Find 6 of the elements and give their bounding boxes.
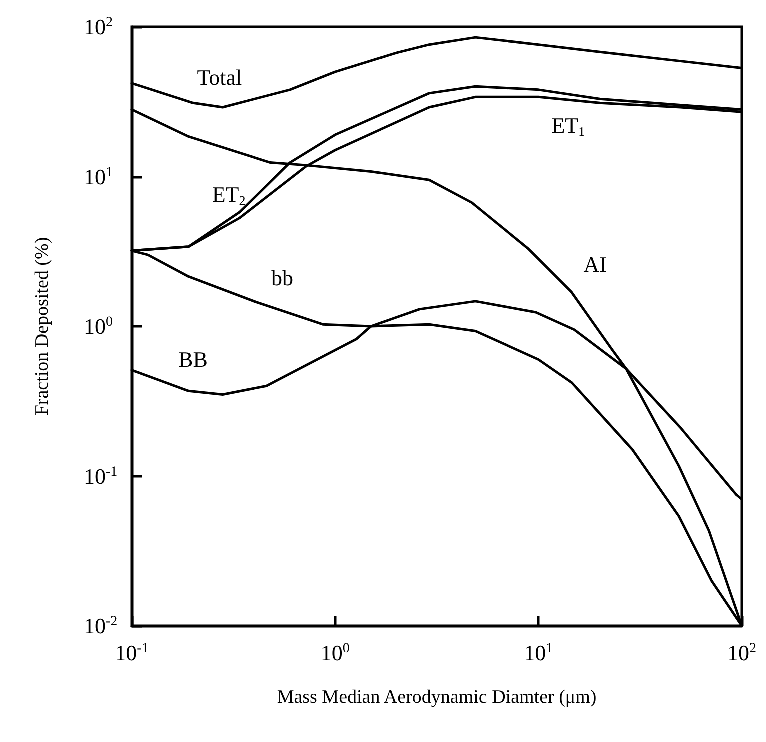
series-label: AI [584, 252, 607, 277]
series-label: BB [178, 347, 208, 372]
series-label: Total [197, 65, 242, 90]
y-axis-title: Fraction Deposited (%) [32, 237, 53, 416]
series-label: bb [272, 266, 294, 291]
x-axis-title: Mass Median Aerodynamic Diamter (μm) [277, 687, 597, 708]
